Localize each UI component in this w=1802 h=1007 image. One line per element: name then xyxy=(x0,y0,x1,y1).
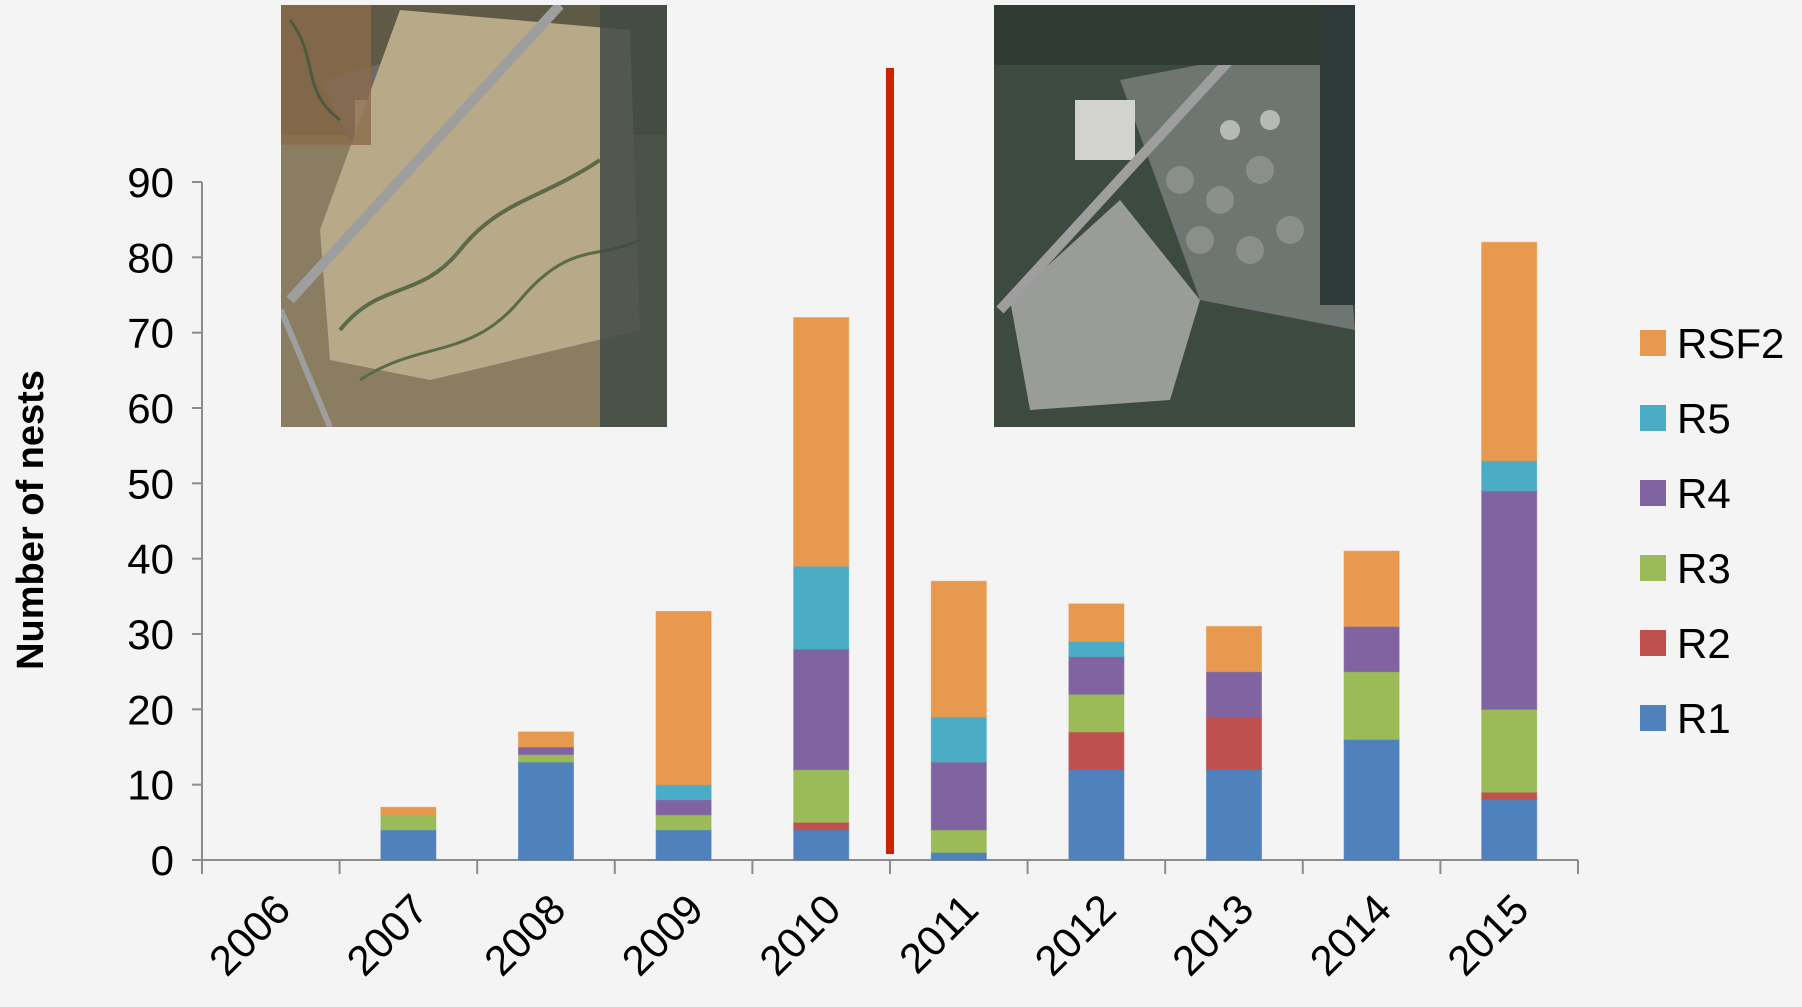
bar-segment-rsf2-2007 xyxy=(380,806,437,816)
x-tick-label: 2006 xyxy=(200,885,299,984)
bar-segment-r3-2014 xyxy=(1343,671,1400,740)
bar-segment-r1-2015 xyxy=(1481,799,1538,861)
y-tick-label: 80 xyxy=(127,234,174,281)
bar-segment-r3-2015 xyxy=(1481,708,1538,793)
aerial-photo-before xyxy=(281,5,667,427)
bar-segment-r3-2010 xyxy=(793,769,850,823)
bar-segment-r2-2013 xyxy=(1205,716,1263,771)
x-tick-label: 2012 xyxy=(1025,885,1124,984)
bar-segment-r5-2010 xyxy=(793,565,850,650)
bar-segment-r4-2013 xyxy=(1205,671,1263,718)
y-axis-title: Number of nests xyxy=(10,370,52,670)
y-tick-label: 70 xyxy=(127,310,174,357)
legend: RSF2 R5 R4 R3 R2 R1 xyxy=(1640,320,1784,742)
aerial-photo-after xyxy=(994,5,1355,427)
y-tick-label: 30 xyxy=(127,611,174,658)
bar-segment-r1-2011 xyxy=(930,851,987,861)
legend-swatch-r4 xyxy=(1640,480,1666,506)
legend-swatch-r3 xyxy=(1640,555,1666,581)
y-tick-label: 40 xyxy=(127,536,174,583)
x-tick-label: 2015 xyxy=(1438,885,1537,984)
legend-label-r4: R4 xyxy=(1677,470,1731,517)
y-tick-label: 0 xyxy=(151,837,174,884)
legend-swatch-r1 xyxy=(1640,705,1666,731)
bar-segment-rsf2-2008 xyxy=(517,731,575,748)
bar-segment-r5-2012 xyxy=(1068,641,1125,658)
bar-segment-r4-2010 xyxy=(793,648,850,771)
x-tick-label: 2014 xyxy=(1301,885,1400,984)
bar-segment-r4-2015 xyxy=(1481,490,1538,710)
bar-segment-r1-2007 xyxy=(380,829,437,861)
bar-segment-r2-2012 xyxy=(1068,731,1125,771)
legend-label-r2: R2 xyxy=(1677,620,1731,667)
bar-segment-r3-2008 xyxy=(517,754,575,763)
bar-segment-r1-2009 xyxy=(655,829,712,861)
bar-segment-rsf2-2013 xyxy=(1205,625,1263,673)
bar-segment-r1-2008 xyxy=(517,761,575,861)
bar-segment-r1-2010 xyxy=(793,829,850,861)
bar-segment-r3-2009 xyxy=(655,814,712,831)
bar-segment-r5-2011 xyxy=(930,716,987,763)
x-tick-label: 2010 xyxy=(750,885,849,984)
bar-segment-r2-2015 xyxy=(1481,791,1538,801)
bar-segment-r4-2012 xyxy=(1068,656,1125,695)
y-tick-label: 10 xyxy=(127,762,174,809)
bar-segment-r4-2011 xyxy=(930,761,987,831)
bar-segment-r5-2015 xyxy=(1481,460,1538,492)
legend-label-rsf2: RSF2 xyxy=(1677,320,1784,367)
bar-segment-r5-2009 xyxy=(655,784,712,801)
axes: 0 10 20 30 40 50 60 70 80 90 2006 2007 2008 2009 2010 2… xyxy=(10,159,1579,984)
legend-label-r5: R5 xyxy=(1677,395,1731,442)
y-tick-label: 20 xyxy=(127,686,174,733)
bar-segment-r3-2011 xyxy=(930,829,987,853)
bar-segment-rsf2-2012 xyxy=(1068,603,1125,643)
x-tick-label: 2011 xyxy=(890,885,987,982)
bar-segment-r3-2012 xyxy=(1068,693,1125,733)
bar-segment-r4-2014 xyxy=(1343,625,1400,673)
bar-segment-rsf2-2011 xyxy=(930,580,987,718)
legend-swatch-rsf2 xyxy=(1640,330,1666,356)
legend-label-r3: R3 xyxy=(1677,545,1731,592)
bar-segment-rsf2-2014 xyxy=(1343,550,1400,627)
x-tick-label: 2009 xyxy=(613,885,712,984)
bar-segment-r3-2007 xyxy=(380,814,437,831)
legend-swatch-r2 xyxy=(1640,630,1666,656)
legend-swatch-r5 xyxy=(1640,405,1666,431)
x-tick-label: 2013 xyxy=(1163,885,1262,984)
y-tick-label: 50 xyxy=(127,460,174,507)
x-tick-label: 2007 xyxy=(337,885,436,984)
bar-segment-rsf2-2010 xyxy=(793,317,850,567)
bar-segment-r4-2008 xyxy=(517,746,575,756)
bar-segment-rsf2-2015 xyxy=(1481,241,1538,462)
bar-segment-r2-2010 xyxy=(793,821,850,831)
y-tick-label: 90 xyxy=(127,159,174,206)
x-tick-label: 2008 xyxy=(475,885,574,984)
y-tick-label: 60 xyxy=(127,385,174,432)
legend-label-r1: R1 xyxy=(1677,695,1731,742)
bar-segment-rsf2-2009 xyxy=(655,610,712,786)
bar-segment-r4-2009 xyxy=(655,799,712,816)
bar-segment-r1-2013 xyxy=(1205,769,1263,861)
bar-segment-r1-2012 xyxy=(1068,769,1125,861)
bar-segment-r1-2014 xyxy=(1343,738,1400,861)
bars xyxy=(380,241,1538,861)
